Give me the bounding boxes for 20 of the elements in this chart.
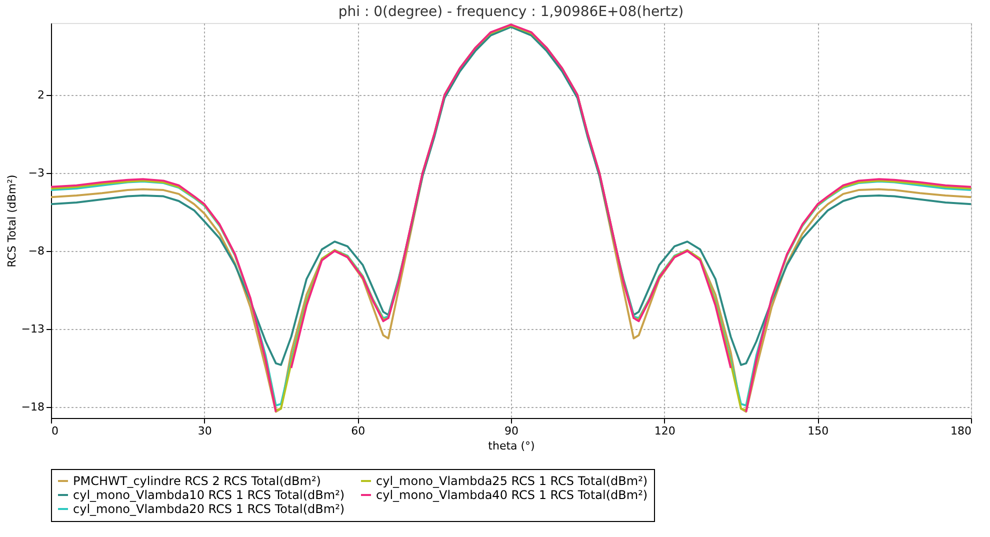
y-tick-label: −3: [28, 166, 44, 180]
chart-title: phi : 0(degree) - frequency : 1,90986E+08(hertz): [338, 4, 684, 20]
x-tick-label: 150: [808, 424, 829, 438]
legend-label: cyl_mono_Vlambda25 RCS 1 RCS Total(dBm²): [376, 474, 648, 488]
y-tick-label: −13: [21, 322, 44, 336]
legend-label: cyl_mono_Vlambda40 RCS 1 RCS Total(dBm²): [376, 488, 648, 502]
x-tick-label: 0: [52, 424, 58, 438]
x-tick-label: 120: [654, 424, 676, 438]
x-axis-title: theta (°): [488, 440, 535, 452]
y-tick-label: 2: [38, 88, 44, 102]
y-axis-title: RCS Total (dBm²): [5, 174, 18, 268]
y-tick-label: −8: [28, 244, 44, 258]
legend-label: cyl_mono_Vlambda20 RCS 1 RCS Total(dBm²): [73, 502, 345, 516]
x-tick-label: 90: [504, 424, 518, 438]
y-tick-label: −18: [21, 400, 44, 414]
x-tick-label: 180: [950, 424, 972, 438]
legend-label: cyl_mono_Vlambda10 RCS 1 RCS Total(dBm²): [73, 488, 345, 502]
legend-label: PMCHWT_cylindre RCS 2 RCS Total(dBm²): [73, 474, 321, 488]
x-tick-label: 60: [351, 424, 366, 438]
x-tick-label: 30: [198, 424, 212, 438]
